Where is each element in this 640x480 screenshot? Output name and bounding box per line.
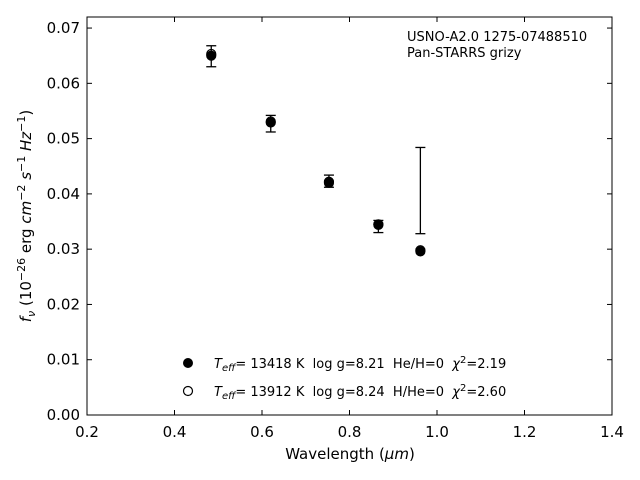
y-label-nu: ν [25,311,38,317]
annotation-survey-name: Pan-STARRS grizy [407,46,522,61]
legend-1-chi-exp: 2 [460,355,466,366]
model-point-open [323,176,335,187]
y-label-f: f [17,314,35,322]
x-axis-label: Wavelength (μm) [285,445,415,463]
x-tick-label: 1.0 [425,423,449,441]
legend-1-chi-val: =2.19 [466,357,506,372]
legend-1-t: T [214,357,223,372]
y-label-close: ) [17,110,35,116]
x-axis-label-close: ) [409,445,415,463]
x-tick-label: 0.4 [163,423,187,441]
y-tick-label: 0.02 [47,295,80,313]
legend-marker-open [182,385,194,397]
legend-1-eff: eff [222,363,237,374]
legend-1-text: = 13418 K log g=8.21 He/H=0 [235,357,452,372]
x-tick-label: 0.6 [250,423,274,441]
y-label-hz: Hz [17,131,35,156]
y-axis-label: fν (10−26 erg cm−2 s−1 Hz−1) [15,110,38,322]
y-tick-label: 0.01 [47,351,80,369]
legend-2-t: T [214,385,223,400]
model-point-open [206,48,217,60]
y-label-body: (10 [17,281,35,311]
y-tick-label: 0.05 [47,130,80,148]
y-tick-label: 0.03 [47,240,80,258]
x-axis-label-unit: μm [384,445,409,463]
legend-label-1: Teff= 13418 K log g=8.21 He/H=0 χ2=2.19 [214,355,506,374]
data-points [206,48,426,257]
x-tick-label: 1.4 [600,423,624,441]
y-label-exp3: −1 [15,156,28,172]
y-label-exp1: −26 [15,258,28,281]
axes [86,16,613,416]
model-point-open [373,219,384,230]
x-tick-label: 0.8 [338,423,362,441]
legend-label-2: Teff= 13912 K log g=8.24 H/He=0 χ2=2.60 [214,383,506,402]
legend-2-chi-val: =2.60 [466,385,506,400]
plot-frame [86,16,613,416]
y-label-exp4: −1 [15,116,28,132]
legend-2-chi: χ [451,385,461,400]
legend-1-chi: χ [451,357,461,372]
ticks: 0.2 0.4 0.6 0.8 1.0 1.2 1.4 0.00 0.01 0.02 0.03 0.0… [47,17,624,441]
legend-2-text: = 13912 K log g=8.24 H/He=0 [235,385,452,400]
legend-marker-filled [183,358,193,368]
y-tick-label: 0.07 [47,19,80,37]
y-label-s: s [17,172,35,185]
y-tick-label: 0.04 [47,185,80,203]
model-point-open [415,245,426,256]
annotation-object-name: USNO-A2.0 1275-07488510 [407,30,587,45]
legend-2-chi-exp: 2 [460,383,466,394]
error-bars [206,45,426,235]
x-axis-label-text: Wavelength ( [285,445,385,463]
model-point-open [265,116,276,127]
y-tick-label: 0.00 [47,406,80,424]
legend: Teff= 13418 K log g=8.21 He/H=0 χ2=2.19 … [182,355,506,402]
legend-2-eff: eff [222,391,237,402]
x-tick-label: 1.2 [513,423,537,441]
y-label-mid1: erg [17,224,35,258]
x-tick-label: 0.2 [75,423,99,441]
y-tick-label: 0.06 [47,74,80,92]
y-label-cm: cm [17,201,35,224]
y-label-exp2: −2 [15,185,28,201]
